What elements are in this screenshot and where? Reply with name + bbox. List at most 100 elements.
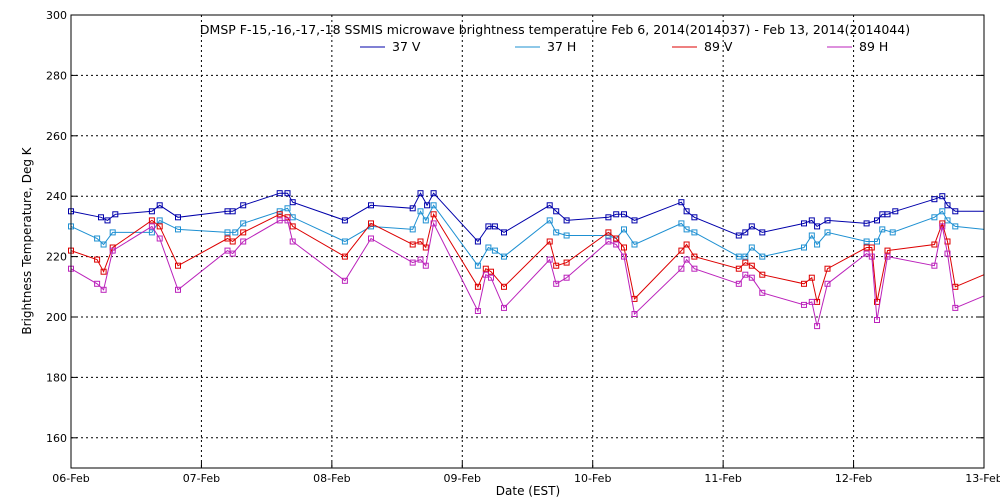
y-tick-label: 280 [46, 69, 67, 82]
data-point [613, 241, 620, 248]
data-point [801, 301, 807, 308]
data-point [621, 253, 627, 260]
data-point [98, 214, 104, 221]
data-point [430, 220, 437, 227]
legend-label: 37 H [547, 39, 576, 54]
data-point [824, 217, 831, 224]
data-point [748, 274, 755, 281]
series-37-v [68, 190, 984, 245]
data-point [485, 223, 492, 230]
data-point [109, 229, 116, 236]
data-point [868, 253, 875, 260]
data-point [735, 265, 742, 272]
data-point [368, 220, 374, 227]
data-point [474, 308, 481, 314]
data-point [229, 238, 236, 245]
data-point [563, 274, 570, 281]
data-point [474, 262, 481, 269]
data-point [284, 190, 291, 197]
data-point [284, 214, 291, 221]
data-point [501, 229, 507, 236]
data-point [240, 229, 247, 236]
data-point [742, 271, 749, 278]
data-point [546, 202, 553, 209]
data-point [409, 241, 416, 248]
data-point [175, 286, 181, 293]
data-point [546, 217, 553, 224]
data-point [175, 262, 181, 269]
data-point [939, 223, 946, 230]
data-point [175, 214, 181, 221]
y-tick-label: 180 [46, 371, 67, 384]
data-point [735, 253, 742, 260]
data-point [341, 253, 348, 260]
data-point [748, 244, 755, 251]
data-point [683, 241, 690, 248]
data-point [553, 208, 560, 215]
legend-label: 89 V [704, 39, 733, 54]
data-point [109, 244, 116, 251]
data-point [874, 238, 880, 245]
data-point [488, 274, 494, 281]
data-point [501, 253, 507, 260]
data-point [417, 190, 424, 197]
legend-label: 89 H [859, 39, 888, 54]
data-point [952, 208, 959, 215]
data-point [613, 235, 620, 242]
data-point [678, 199, 685, 206]
data-point [546, 256, 553, 263]
data-point [284, 205, 291, 212]
data-point [563, 217, 570, 224]
y-tick-label: 260 [46, 130, 67, 143]
data-point [874, 317, 880, 323]
data-point [156, 223, 163, 230]
data-point [742, 229, 749, 236]
data-point [931, 262, 938, 269]
data-point [952, 223, 959, 230]
data-point [824, 265, 831, 272]
data-point [735, 280, 742, 287]
data-point [148, 217, 155, 224]
data-point [748, 262, 755, 269]
data-point [691, 229, 698, 236]
data-point [563, 259, 570, 266]
data-point [863, 238, 870, 245]
data-point [341, 277, 348, 284]
data-point [240, 202, 247, 209]
data-point [474, 283, 481, 290]
data-point [801, 244, 807, 251]
data-point [868, 244, 875, 251]
data-point [939, 208, 946, 215]
y-tick-label: 240 [46, 190, 67, 203]
data-point [735, 232, 742, 239]
data-point [879, 226, 886, 233]
data-point [944, 202, 951, 209]
data-point [944, 250, 951, 257]
data-point [156, 217, 163, 224]
data-point [148, 223, 155, 230]
data-point [422, 244, 429, 251]
data-point [884, 211, 891, 218]
data-point [759, 229, 766, 236]
data-point [104, 217, 111, 224]
data-point [683, 256, 690, 263]
chart-title: DMSP F-15,-16,-17,-18 SSMIS microwave br… [200, 22, 910, 37]
data-point [109, 247, 116, 254]
data-point [884, 247, 891, 254]
data-point [931, 196, 938, 203]
data-point [474, 238, 481, 245]
data-point [678, 247, 685, 254]
data-point [491, 223, 498, 230]
data-point [94, 280, 101, 287]
data-point [759, 253, 766, 260]
data-point [801, 280, 807, 287]
data-point [631, 217, 638, 224]
data-point [368, 202, 374, 209]
series-37-h [68, 202, 985, 269]
data-point [100, 241, 107, 248]
data-point [276, 217, 283, 224]
data-point [814, 241, 821, 248]
data-point [884, 253, 891, 260]
data-point [801, 220, 807, 227]
